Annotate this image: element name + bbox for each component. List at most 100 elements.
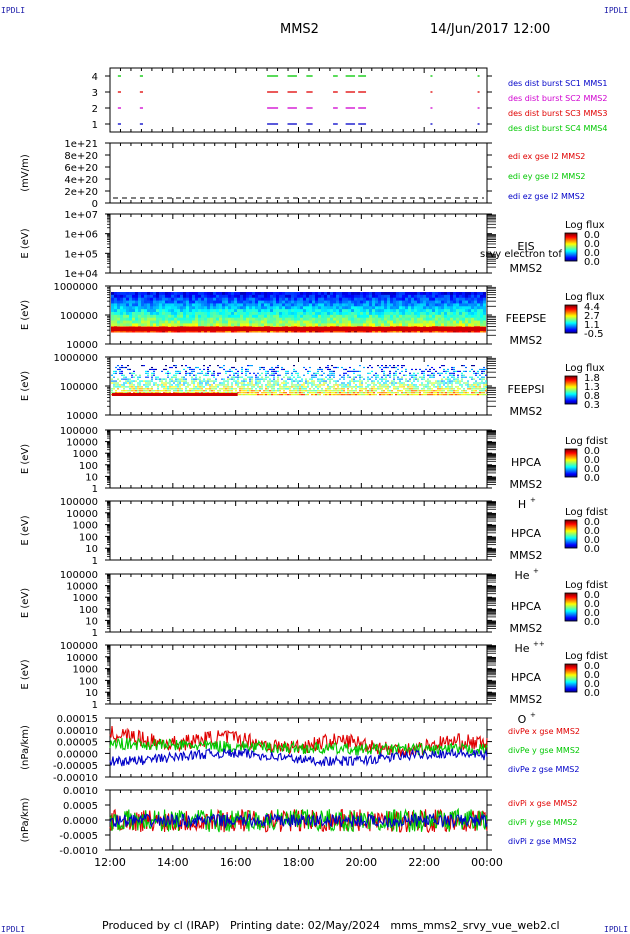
feepsi-cell <box>297 382 299 384</box>
feepse-cell <box>225 292 228 296</box>
feepse-cell <box>315 306 318 310</box>
feepsi-cell <box>231 384 233 386</box>
hpca-he-colorbar-cell <box>565 547 577 549</box>
feepsi-cell <box>111 390 113 392</box>
feepse-cell <box>219 320 222 324</box>
feepsi-cell <box>223 390 225 392</box>
hpca-he2-colorbar-cell <box>565 595 577 597</box>
feepse-cell <box>387 306 390 310</box>
feepsi-cell <box>471 365 473 367</box>
feepsi-cell <box>357 386 359 388</box>
edi-y-tick-label: 8e+20 <box>64 151 98 162</box>
feepsi-cell <box>309 378 311 380</box>
feepsi-cell <box>193 384 195 386</box>
feepsi-cell <box>129 386 131 388</box>
feepsi-cell <box>193 382 195 384</box>
feepse-cell <box>156 320 159 324</box>
feepsi-cell <box>199 376 201 378</box>
feepse-cell <box>402 300 405 304</box>
feepse-cell <box>213 320 216 324</box>
feepse-cell <box>453 312 456 316</box>
feepsi-cell <box>269 380 271 382</box>
feepsi-cell <box>229 378 231 380</box>
feepsi-cell <box>307 384 309 386</box>
feepse-cell <box>228 306 231 310</box>
feepse-cell <box>345 292 348 296</box>
feepse-cell <box>321 317 324 322</box>
feepsi-cell <box>273 386 275 388</box>
feepsi-cell <box>355 380 357 382</box>
feepse-cell <box>219 312 222 316</box>
feepse-cell <box>327 323 330 327</box>
feepsi-cell <box>433 376 435 378</box>
feepse-cell <box>306 320 309 324</box>
feepse-cell <box>291 300 294 304</box>
feepse-cell <box>294 309 297 313</box>
feepsi-cell <box>307 382 309 384</box>
feepsi-cell <box>313 392 315 394</box>
feepse-cell <box>168 314 171 319</box>
feepsi-cell <box>193 380 195 382</box>
feepse-cell <box>285 323 288 327</box>
feepse-cell <box>174 317 177 322</box>
feepsi-cell <box>171 376 173 378</box>
feepsi-cell <box>113 376 115 378</box>
feepse-cell <box>165 306 168 310</box>
feepse-cell <box>354 292 357 296</box>
feepse-cell <box>246 320 249 324</box>
feepsi-cell <box>235 392 237 394</box>
feepsi-cell <box>183 368 185 371</box>
feepsi-cell <box>481 392 483 394</box>
feepse-cell <box>327 314 330 319</box>
feepse-cell <box>222 323 225 327</box>
feepse-cell <box>339 294 342 299</box>
feepse-cell <box>315 312 318 316</box>
feepsi-cell <box>353 368 355 371</box>
feepse-cell <box>264 309 267 313</box>
feepsi-cell <box>389 390 391 392</box>
feepsi-cell <box>415 376 417 378</box>
feepsi-cell <box>165 384 167 386</box>
feepsi-cell <box>327 365 329 367</box>
feepsi-cell <box>469 388 471 390</box>
feepse-cell <box>300 306 303 310</box>
hpca-h-colorbar-cell <box>565 473 577 475</box>
feepsi-cell <box>235 376 237 378</box>
eis-colorbar-tick: 0.0 <box>584 257 600 268</box>
feepse-cell <box>249 300 252 304</box>
feepse-cell <box>327 306 330 310</box>
feepse-cell <box>390 306 393 310</box>
feepse-cell <box>444 300 447 304</box>
feepse-cell <box>174 306 177 310</box>
feepse-cell <box>111 323 114 327</box>
feepsi-cell <box>475 392 477 394</box>
feepsi-cell <box>197 392 199 394</box>
feepsi-cell <box>139 376 141 378</box>
feepsi-cell <box>147 372 149 374</box>
feepsi-cell <box>347 382 349 384</box>
feepse-cell <box>120 320 123 324</box>
feepse-cell <box>165 323 168 327</box>
feepse-cell <box>357 294 360 299</box>
feepse-cell <box>189 320 192 324</box>
feepse-cell <box>126 314 129 319</box>
hpca-h-colorbar-tick: 0.0 <box>584 455 600 466</box>
feepsi-cell <box>423 386 425 388</box>
feepsi-cell <box>413 384 415 386</box>
feepsi-cell <box>411 392 413 394</box>
feepsi-cell <box>163 386 165 388</box>
feepsi-cell <box>301 392 303 394</box>
feepsi-cell <box>325 382 327 384</box>
feepse-cell <box>318 297 321 302</box>
feepsi-cell <box>139 388 141 390</box>
feepse-cell <box>312 306 315 310</box>
feepse-cell <box>387 300 390 304</box>
feepse-cell <box>336 300 339 304</box>
feepsi-cell <box>153 390 155 392</box>
feepsi-cell <box>485 382 487 384</box>
feepse-cell <box>285 309 288 313</box>
hpca-h-colorbar-cell <box>565 449 577 451</box>
feepse-cell <box>411 300 414 304</box>
feepsi-cell <box>451 366 453 369</box>
feepsi-cell <box>471 394 473 396</box>
